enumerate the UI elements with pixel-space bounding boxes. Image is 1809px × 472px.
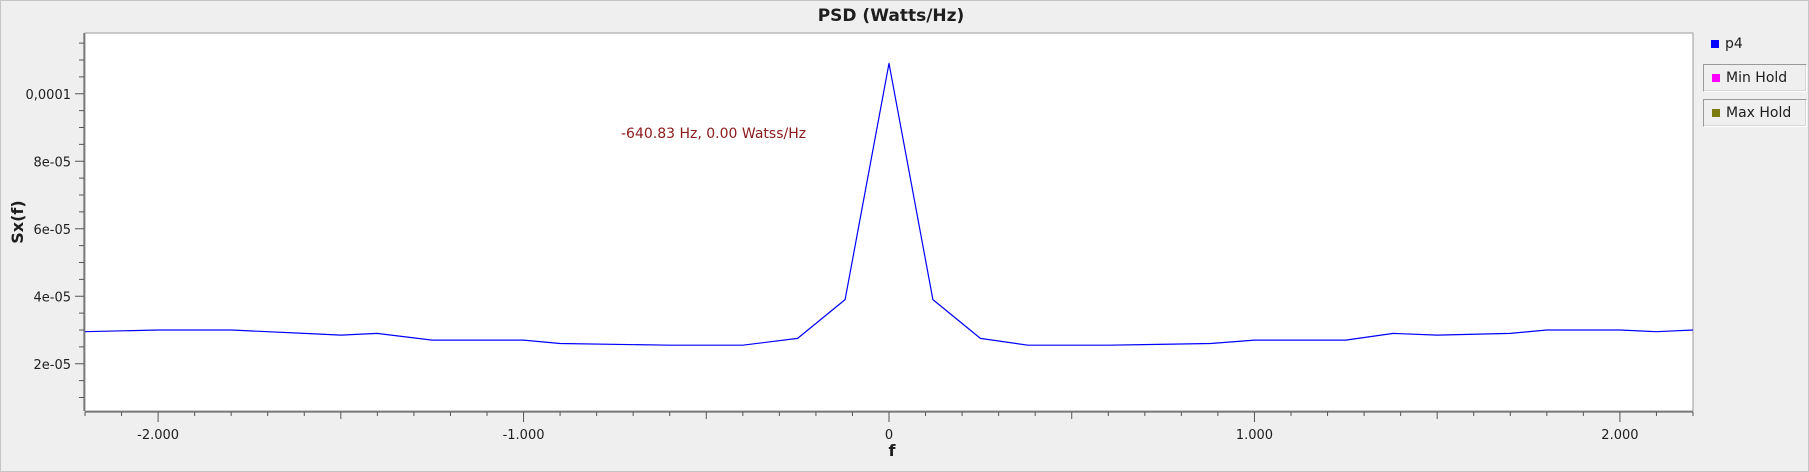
series-layer bbox=[84, 62, 1694, 346]
x-tick-label: -2.000 bbox=[137, 428, 179, 443]
legend: p4 Min Hold Max Hold bbox=[1703, 31, 1807, 134]
series-line-p4 bbox=[84, 62, 1694, 346]
legend-swatch-max-hold bbox=[1712, 109, 1720, 117]
legend-item-max-hold[interactable]: Max Hold bbox=[1703, 99, 1807, 127]
legend-swatch-p4 bbox=[1711, 40, 1719, 48]
chart-title: PSD (Watts/Hz) bbox=[818, 6, 965, 26]
x-tick-label: 2.000 bbox=[1601, 428, 1638, 443]
legend-swatch-min-hold bbox=[1712, 74, 1720, 82]
x-tick-label: 1.000 bbox=[1236, 428, 1273, 443]
x-axis: -2.000 -1.000 0 1.000 2.000 bbox=[84, 411, 1694, 443]
x-axis-label: f bbox=[889, 441, 897, 460]
y-tick-label: 2e-05 bbox=[33, 358, 71, 373]
y-tick-label: 8e-05 bbox=[33, 155, 71, 170]
legend-label-p4: p4 bbox=[1725, 36, 1743, 52]
plot-canvas[interactable] bbox=[84, 32, 1694, 412]
legend-item-p4[interactable]: p4 bbox=[1703, 31, 1807, 57]
legend-label-max-hold: Max Hold bbox=[1726, 105, 1792, 121]
y-tick-label: 4e-05 bbox=[33, 290, 71, 305]
legend-item-min-hold[interactable]: Min Hold bbox=[1703, 64, 1807, 92]
y-tick-label: 6e-05 bbox=[33, 223, 71, 238]
x-tick-label: 0 bbox=[885, 428, 893, 443]
y-axis: 2e-05 4e-05 6e-05 8e-05 0,0001 bbox=[26, 33, 85, 411]
x-tick-label: -1.000 bbox=[503, 428, 545, 443]
cursor-readout: -640.83 Hz, 0.00 Watss/Hz bbox=[621, 126, 806, 142]
legend-label-min-hold: Min Hold bbox=[1726, 70, 1788, 86]
y-tick-label: 0,0001 bbox=[26, 88, 72, 103]
y-axis-label: Sx(f) bbox=[8, 200, 27, 243]
